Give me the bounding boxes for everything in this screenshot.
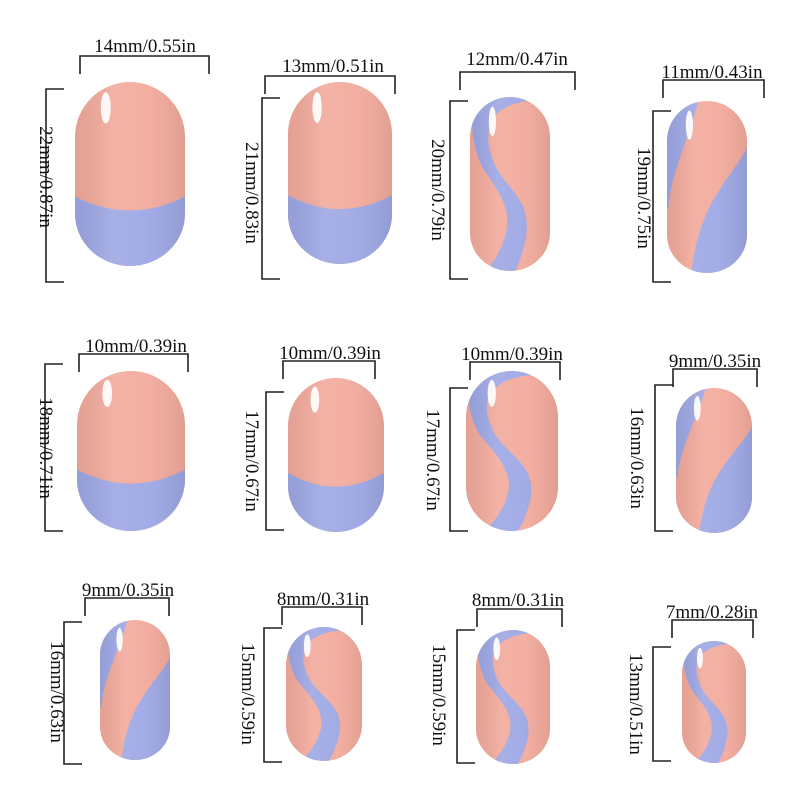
nail-item: 11mm/0.43in 19mm/0.75in <box>633 62 765 283</box>
width-label: 14mm/0.55in <box>94 36 196 57</box>
length-bracket <box>45 88 64 283</box>
press-on-nail <box>100 620 170 760</box>
press-on-nail <box>667 101 747 273</box>
width-bracket <box>79 55 210 74</box>
length-label: 19mm/0.75in <box>633 147 654 249</box>
width-label: 11mm/0.43in <box>661 62 763 83</box>
length-label: 15mm/0.59in <box>237 643 258 745</box>
width-label: 10mm/0.39in <box>85 336 187 357</box>
width-label: 10mm/0.39in <box>279 343 381 364</box>
width-label: 9mm/0.35in <box>669 351 762 372</box>
nail-item: 14mm/0.55in 22mm/0.87in <box>35 36 210 283</box>
press-on-nail <box>288 378 384 532</box>
gloss-highlight <box>488 106 496 137</box>
length-label: 21mm/0.83in <box>241 142 262 244</box>
gloss-highlight <box>693 395 701 421</box>
width-bracket <box>281 606 363 625</box>
gloss-highlight <box>312 92 322 123</box>
press-on-nail <box>470 97 550 271</box>
gloss-highlight <box>100 92 111 124</box>
press-on-nail <box>77 371 185 531</box>
length-label: 17mm/0.67in <box>422 409 443 511</box>
width-label: 7mm/0.28in <box>666 602 759 623</box>
nail-item: 10mm/0.39in 17mm/0.67in <box>241 343 384 532</box>
length-label: 22mm/0.87in <box>35 126 56 228</box>
width-bracket <box>459 71 576 90</box>
width-label: 12mm/0.47in <box>466 49 568 70</box>
length-bracket <box>263 627 282 763</box>
press-on-nail <box>288 82 392 264</box>
length-label: 20mm/0.79in <box>427 139 448 241</box>
length-label: 18mm/0.71in <box>35 397 56 499</box>
gloss-highlight <box>310 386 320 413</box>
width-bracket <box>84 597 170 616</box>
length-label: 16mm/0.63in <box>626 407 647 509</box>
width-label: 13mm/0.51in <box>282 56 384 77</box>
length-label: 15mm/0.59in <box>428 644 449 746</box>
press-on-nail <box>682 641 746 763</box>
length-bracket <box>449 100 468 280</box>
width-bracket <box>672 368 758 387</box>
gloss-highlight <box>493 637 501 661</box>
nail-item: 8mm/0.31in 15mm/0.59in <box>428 590 565 764</box>
length-bracket <box>265 391 284 531</box>
width-bracket <box>469 361 561 380</box>
width-label: 8mm/0.31in <box>472 590 565 611</box>
length-bracket <box>652 646 671 762</box>
length-bracket <box>261 97 280 280</box>
gloss-highlight <box>116 627 123 652</box>
width-bracket <box>282 360 376 379</box>
press-on-nail <box>286 627 362 761</box>
gloss-highlight <box>303 634 311 658</box>
width-label: 10mm/0.39in <box>461 344 563 365</box>
length-label: 17mm/0.67in <box>241 410 262 512</box>
gloss-highlight <box>487 379 496 407</box>
length-label: 16mm/0.63in <box>46 641 67 743</box>
length-bracket <box>63 621 82 765</box>
length-label: 13mm/0.51in <box>625 653 646 755</box>
nail-item: 12mm/0.47in 20mm/0.79in <box>427 49 576 280</box>
nail-item: 9mm/0.35in 16mm/0.63in <box>626 351 762 533</box>
length-bracket <box>456 629 475 764</box>
press-on-nail <box>676 388 752 533</box>
width-label: 9mm/0.35in <box>82 580 175 601</box>
length-bracket <box>654 384 673 532</box>
width-label: 8mm/0.31in <box>277 589 370 610</box>
width-bracket <box>78 353 189 372</box>
gloss-highlight <box>685 110 694 140</box>
press-on-nail <box>75 82 185 266</box>
nail-item: 10mm/0.39in 18mm/0.71in <box>35 336 189 532</box>
nail-item: 8mm/0.31in 15mm/0.59in <box>237 589 370 763</box>
nail-item: 13mm/0.51in 21mm/0.83in <box>241 56 396 280</box>
press-on-nail <box>466 371 558 531</box>
width-bracket <box>476 608 563 627</box>
gloss-highlight <box>102 379 113 407</box>
width-bracket <box>671 619 754 638</box>
nail-item: 9mm/0.35in 16mm/0.63in <box>46 580 175 765</box>
width-bracket <box>662 79 765 98</box>
nail-item: 7mm/0.28in 13mm/0.51in <box>625 602 759 763</box>
press-on-nail <box>476 630 550 764</box>
gloss-highlight <box>696 647 703 669</box>
length-bracket <box>449 387 468 532</box>
nail-item: 10mm/0.39in 17mm/0.67in <box>422 344 563 532</box>
width-bracket <box>264 75 396 94</box>
length-bracket <box>44 363 63 532</box>
length-bracket <box>652 110 671 283</box>
